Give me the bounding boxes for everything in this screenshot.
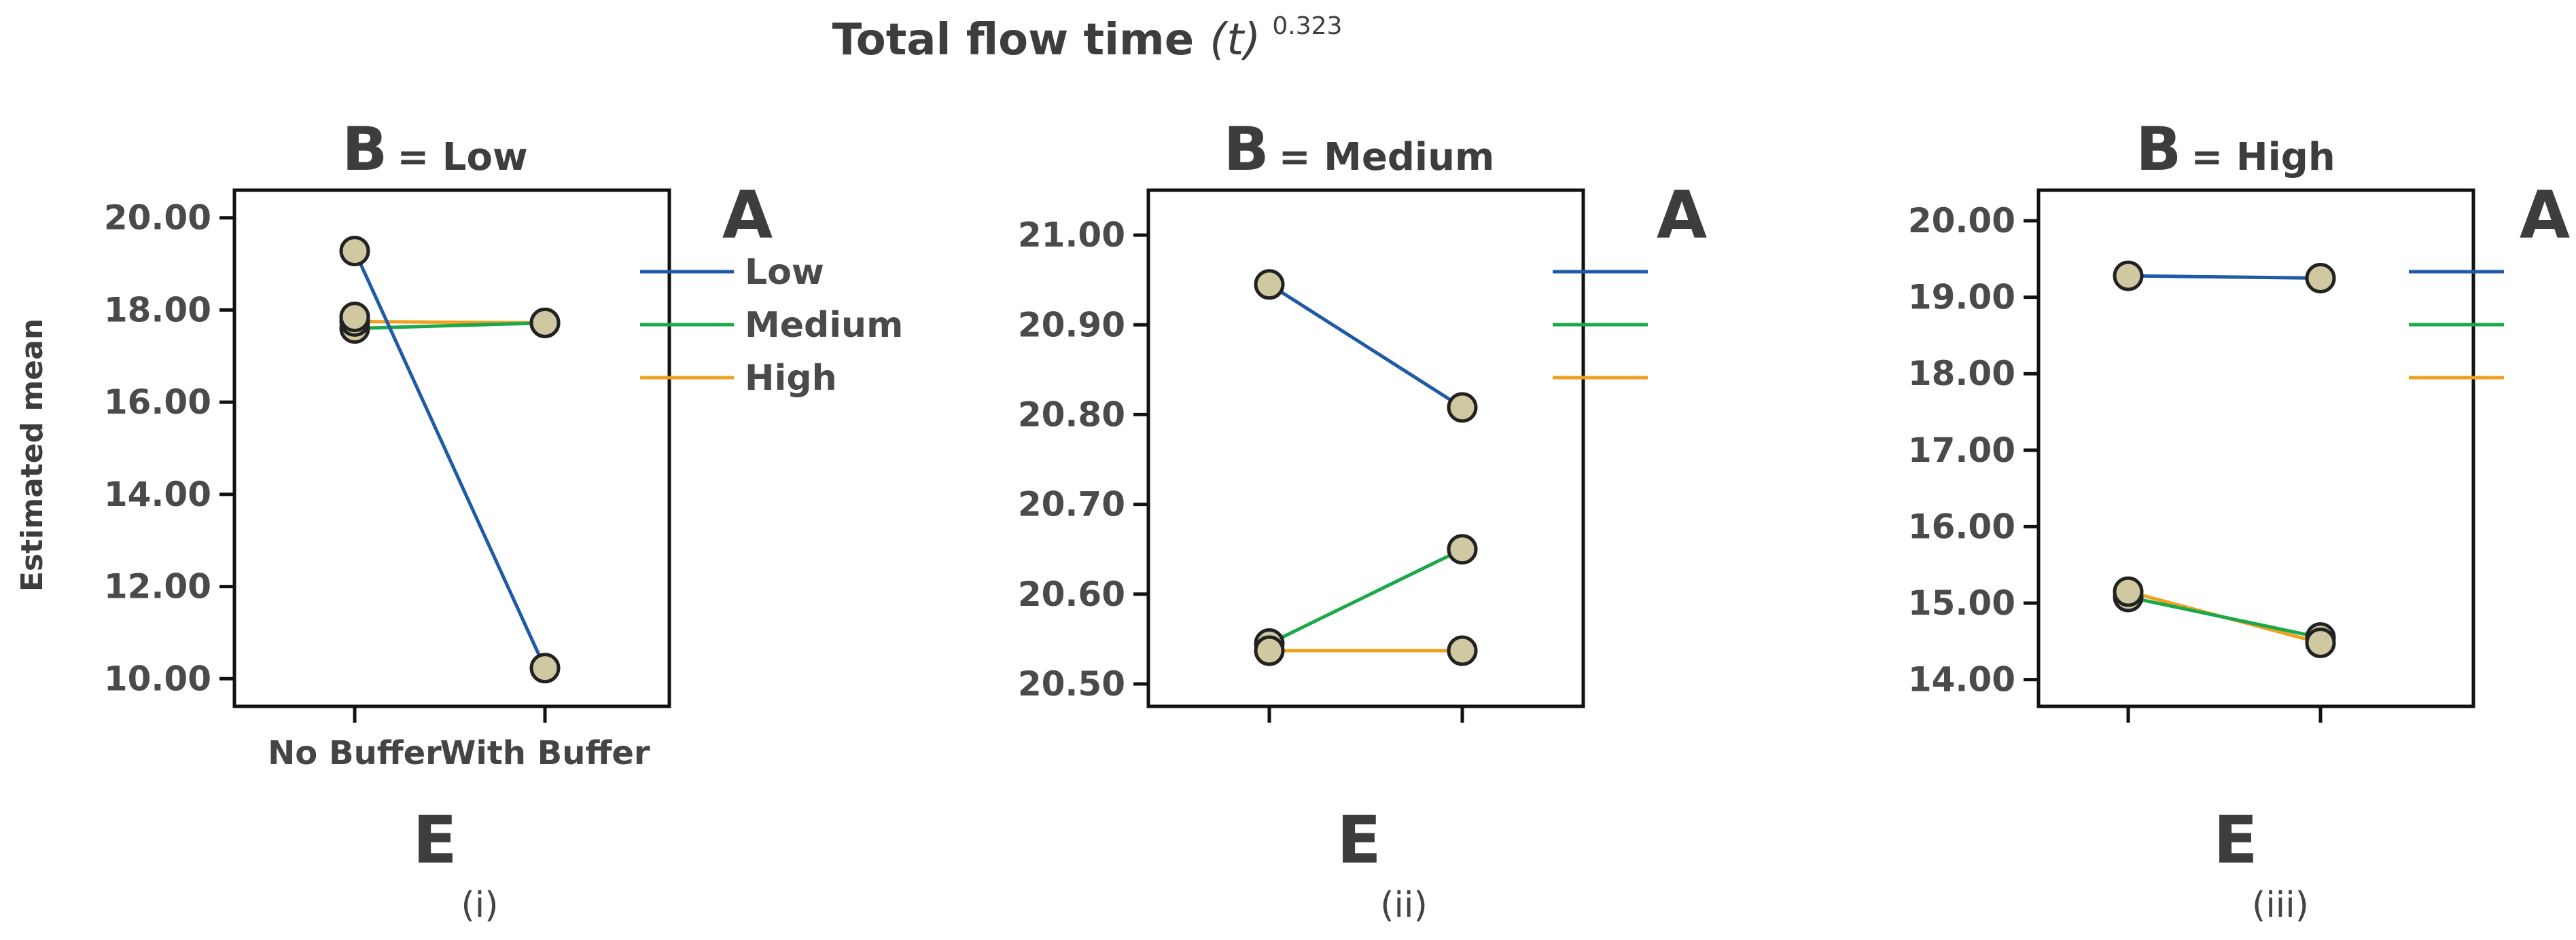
series-line-low bbox=[2128, 274, 2321, 280]
y-tick-label: 21.00 bbox=[1018, 215, 1125, 255]
data-point-low bbox=[2113, 260, 2144, 291]
data-point-high bbox=[1254, 635, 1285, 666]
y-tick-label: 15.00 bbox=[1908, 583, 2015, 623]
y-tick-label: 16.00 bbox=[104, 382, 211, 422]
y-tick-label: 20.50 bbox=[1018, 664, 1125, 704]
y-tick-label: 18.00 bbox=[104, 290, 211, 329]
x-axis-label: E bbox=[2213, 802, 2258, 878]
y-tick-label: 10.00 bbox=[104, 659, 211, 698]
plot-frame bbox=[2036, 188, 2475, 708]
panel-factor-value: = Low bbox=[397, 135, 527, 179]
data-point-high bbox=[2305, 628, 2336, 659]
panel-factor-letter: B bbox=[2136, 114, 2181, 184]
y-tick-label: 20.00 bbox=[104, 198, 211, 238]
legend-label-low: Low bbox=[745, 252, 824, 293]
x-tick-label: No Buffer bbox=[268, 734, 442, 772]
data-point-low bbox=[339, 236, 370, 267]
title-main: Total flow time bbox=[832, 15, 1195, 65]
data-point-low bbox=[2305, 262, 2336, 293]
legend-title: A bbox=[1657, 177, 1707, 253]
panel-factor-value: = Medium bbox=[1279, 135, 1495, 179]
y-tick-label: 16.00 bbox=[1908, 507, 2015, 546]
y-tick-label: 14.00 bbox=[1908, 660, 2015, 700]
panel-title: B = High bbox=[2136, 114, 2335, 184]
subfigure-label: (ii) bbox=[1380, 885, 1427, 926]
y-tick-label: 14.00 bbox=[104, 475, 211, 514]
title-exponent: 0.323 bbox=[1272, 12, 1342, 40]
legend-title: A bbox=[722, 177, 773, 253]
data-point-low bbox=[529, 653, 561, 684]
y-tick-label: 20.80 bbox=[1018, 395, 1125, 434]
series-line-low bbox=[353, 250, 547, 669]
panel-title: B = Low bbox=[342, 114, 527, 184]
y-tick-label: 17.00 bbox=[1908, 431, 2015, 470]
panel-title: B = Medium bbox=[1224, 114, 1495, 184]
y-tick-label: 20.90 bbox=[1018, 305, 1125, 344]
legend-label-medium: Medium bbox=[745, 305, 903, 346]
data-point-medium bbox=[1447, 534, 1478, 565]
y-tick-label: 20.60 bbox=[1018, 575, 1125, 614]
panel-factor-value: = High bbox=[2191, 135, 2335, 179]
data-point-low bbox=[1254, 269, 1285, 300]
data-point-high bbox=[1447, 635, 1478, 666]
x-tick-label: With Buffer bbox=[440, 734, 650, 772]
y-tick-label: 20.70 bbox=[1018, 485, 1125, 524]
series-line-low bbox=[1268, 283, 1464, 409]
data-point-high bbox=[529, 307, 561, 338]
data-point bbox=[339, 302, 370, 333]
panel-2: B = Medium 20.50 20.60 20.70 20.80 20.90 21.00 A… bbox=[1018, 114, 1707, 926]
y-tick-label: 20.00 bbox=[1908, 201, 2015, 240]
data-point-high bbox=[2113, 576, 2144, 607]
x-axis-label: E bbox=[1337, 802, 1381, 878]
y-axis-label: Estimated mean bbox=[15, 319, 50, 592]
panel-1: B = Low 10.00 12.00 14.00 16.00 18.00 20.00 No B… bbox=[104, 114, 903, 926]
legend-label-high: High bbox=[745, 358, 837, 399]
y-tick-label: 19.00 bbox=[1908, 278, 2015, 317]
subfigure-label: (iii) bbox=[2252, 885, 2309, 926]
series-line-medium bbox=[1268, 547, 1464, 645]
series-line-medium bbox=[354, 321, 546, 331]
y-tick-label: 12.00 bbox=[104, 567, 211, 607]
y-tick-label: 18.00 bbox=[1908, 354, 2015, 393]
legend-title: A bbox=[2520, 177, 2570, 253]
data-point-low bbox=[1447, 392, 1478, 423]
plot-frame bbox=[1146, 188, 1585, 708]
subfigure-label: (i) bbox=[461, 885, 498, 926]
panel-3: B = High 14.00 15.00 16.00 17.00 18.00 19.00 20.… bbox=[1908, 114, 2570, 926]
panel-factor-letter: B bbox=[342, 114, 387, 184]
panel-factor-letter: B bbox=[1224, 114, 1269, 184]
title-variable: (t) bbox=[1210, 15, 1260, 65]
chart-title: Total flow time (t) 0.323 bbox=[832, 12, 1343, 65]
x-axis-label: E bbox=[412, 802, 457, 878]
plot-frame bbox=[232, 188, 671, 708]
series-line-medium bbox=[2128, 595, 2321, 640]
